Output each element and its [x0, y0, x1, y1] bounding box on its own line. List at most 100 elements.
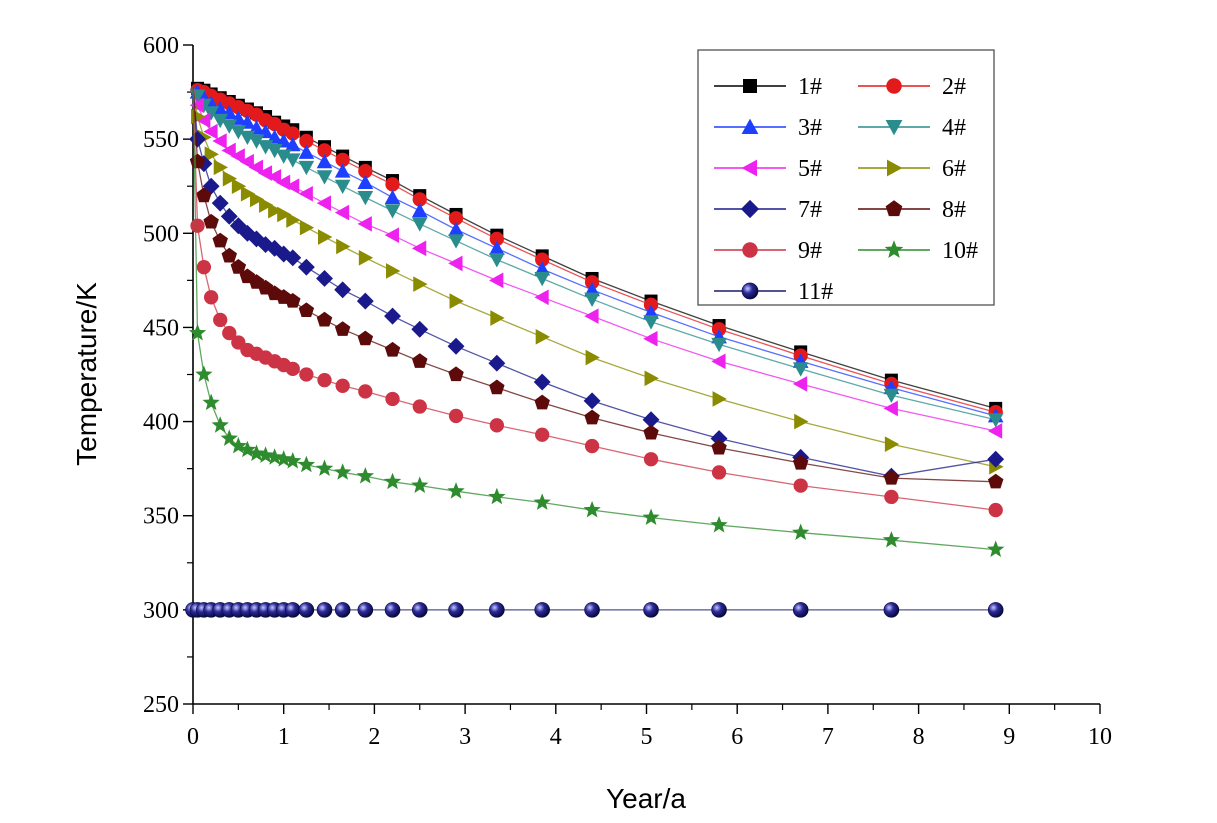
data-point [190, 218, 205, 233]
data-point [221, 142, 236, 159]
data-point [534, 394, 550, 410]
data-point [249, 191, 265, 208]
data-point [334, 463, 352, 480]
data-point [489, 418, 504, 433]
data-point [239, 130, 256, 146]
data-point [534, 602, 550, 618]
data-point [335, 152, 350, 168]
legend-marker [886, 78, 902, 94]
data-point [411, 217, 428, 232]
data-point [412, 192, 427, 207]
x-tick-label: 4 [550, 724, 562, 750]
data-point [411, 476, 429, 493]
x-tick-label: 9 [1003, 724, 1015, 750]
legend-marker [741, 159, 757, 177]
data-point [316, 170, 333, 185]
legend-item: 4# [858, 115, 966, 141]
data-point [533, 373, 551, 391]
data-point [411, 240, 427, 257]
data-point [489, 379, 505, 395]
data-point [297, 455, 316, 473]
data-point [711, 465, 727, 480]
data-point [584, 308, 599, 324]
data-point [386, 263, 401, 279]
data-point [534, 289, 549, 306]
data-point [316, 195, 332, 211]
data-point [357, 602, 374, 618]
x-tick-label: 5 [641, 724, 653, 750]
data-point [189, 130, 206, 148]
data-point [987, 423, 1003, 439]
legend-label: 4# [942, 115, 966, 141]
data-point [299, 367, 314, 382]
data-point [384, 341, 401, 357]
data-point [584, 602, 600, 618]
data-point [298, 302, 315, 318]
data-point [298, 144, 315, 159]
data-point [385, 391, 400, 407]
data-point [448, 255, 463, 272]
data-point [266, 169, 282, 185]
x-axis-title: Year/a [606, 783, 686, 814]
data-point [711, 439, 727, 455]
data-point [196, 187, 212, 203]
data-point [987, 450, 1005, 468]
data-point [643, 602, 659, 618]
data-point [240, 185, 256, 202]
data-point [882, 531, 901, 548]
data-point [285, 126, 300, 141]
data-point [334, 179, 351, 195]
data-point [256, 446, 275, 463]
series-6 [191, 86, 1004, 475]
data-point [316, 153, 333, 169]
data-point [318, 229, 333, 245]
data-point [489, 240, 505, 255]
x-tick-label: 0 [187, 724, 199, 750]
data-point [533, 493, 551, 510]
data-point [299, 133, 314, 149]
series-line [192, 86, 996, 511]
series-9 [190, 86, 1003, 518]
legend-item: 9# [714, 238, 822, 264]
data-point [987, 413, 1004, 428]
data-point [710, 516, 728, 533]
data-point [448, 211, 464, 226]
legend-marker [740, 199, 760, 219]
data-point [585, 349, 600, 366]
legend-marker [741, 282, 759, 300]
data-point [488, 354, 506, 372]
data-point [448, 602, 464, 618]
y-tick-label: 400 [143, 410, 179, 436]
data-point [411, 602, 428, 618]
data-point [336, 238, 351, 255]
data-point [317, 372, 332, 388]
data-point [447, 337, 465, 355]
data-point [987, 602, 1004, 618]
data-point [711, 353, 726, 370]
data-point [711, 337, 727, 353]
data-point [298, 160, 315, 176]
data-point [275, 149, 292, 164]
data-point [195, 365, 213, 382]
data-point [584, 438, 600, 454]
legend-label: 10# [942, 238, 978, 264]
data-point [213, 312, 228, 328]
data-point [642, 508, 660, 525]
data-point [490, 310, 505, 326]
data-point [448, 234, 464, 249]
y-tick-label: 600 [143, 33, 179, 59]
data-point [384, 602, 401, 618]
data-point [794, 413, 809, 430]
legend-marker [887, 159, 903, 177]
series-4 [189, 86, 1004, 428]
series-line [192, 86, 996, 483]
data-point [584, 409, 600, 425]
data-point [335, 378, 350, 393]
data-point [284, 178, 300, 195]
series-5 [189, 86, 1003, 439]
data-point [883, 400, 898, 417]
data-point [238, 440, 257, 458]
data-point [793, 478, 808, 493]
legend-label: 11# [798, 279, 833, 305]
data-point [203, 123, 218, 140]
